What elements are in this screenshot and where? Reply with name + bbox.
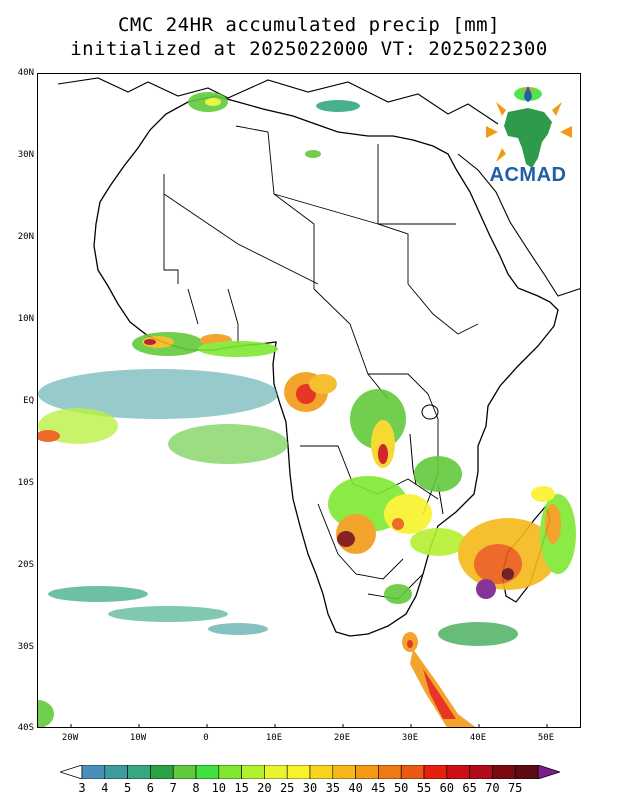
lat-label-eq: EQ bbox=[23, 396, 34, 406]
arabia-coastline bbox=[457, 153, 580, 297]
map-title: CMC 24HR accumulated precip [mm] bbox=[117, 14, 501, 36]
colorbar-swatch bbox=[332, 765, 356, 779]
lon-label-20e: 20E bbox=[333, 733, 351, 743]
colorbar bbox=[60, 765, 560, 779]
colorbar-tick-label: 35 bbox=[325, 781, 341, 795]
precip-map bbox=[38, 77, 580, 727]
africa-rain-logo-icon bbox=[486, 86, 572, 168]
colorbar-swatch bbox=[241, 765, 265, 779]
raindrop-icon bbox=[524, 86, 532, 102]
colorbar-swatch bbox=[264, 765, 288, 779]
colorbar-swatch bbox=[127, 765, 151, 779]
colorbar-tick-label: 5 bbox=[123, 781, 132, 795]
colorbar-tick-label: 3 bbox=[78, 781, 86, 795]
colorbar-swatch bbox=[400, 765, 425, 779]
colorbar-swatch bbox=[469, 765, 493, 779]
lon-label-10w: 10W bbox=[129, 733, 147, 743]
colorbar-tick-label: 20 bbox=[257, 781, 272, 795]
europe-coastline bbox=[57, 77, 499, 125]
colorbar-tick-label: 75 bbox=[507, 781, 523, 795]
africa-coastline bbox=[93, 95, 559, 637]
lon-label-50e: 50E bbox=[537, 733, 555, 743]
colorbar-tick-label: 45 bbox=[371, 781, 386, 795]
colorbar-swatch bbox=[423, 765, 448, 779]
colorbar-tick-label: 7 bbox=[169, 781, 177, 795]
africa-silhouette-icon bbox=[504, 108, 552, 168]
colorbar-tick-label: 30 bbox=[302, 781, 318, 795]
colorbar-low-arrow bbox=[60, 765, 83, 779]
colorbar-tick-label: 65 bbox=[462, 781, 477, 795]
precip-fields bbox=[38, 87, 576, 727]
colorbar-swatch bbox=[355, 765, 379, 779]
lat-label-10n: 10N bbox=[17, 314, 34, 324]
colorbar-swatch bbox=[492, 765, 516, 779]
colorbar-swatch bbox=[309, 765, 334, 779]
country-borders bbox=[163, 125, 479, 600]
lat-label-40s: 40S bbox=[17, 723, 34, 733]
colorbar-swatch bbox=[150, 765, 174, 779]
lat-label-30n: 30N bbox=[17, 150, 34, 160]
colorbar-tick-label: 4 bbox=[101, 781, 109, 795]
colorbar-swatch bbox=[172, 765, 197, 779]
colorbar-swatch bbox=[378, 765, 402, 779]
colorbar-tick-label: 6 bbox=[146, 781, 154, 795]
colorbar-tick-label: 70 bbox=[485, 781, 500, 795]
colorbar-swatch bbox=[81, 765, 106, 779]
lat-label-30s: 30S bbox=[17, 642, 34, 652]
colorbar-swatch bbox=[514, 765, 539, 779]
colorbar-swatch bbox=[446, 765, 470, 779]
lon-label-10e: 10E bbox=[265, 733, 283, 743]
lon-label-20w: 20W bbox=[61, 733, 79, 743]
colorbar-tick-label: 50 bbox=[393, 781, 409, 795]
map-panel bbox=[37, 73, 581, 728]
colorbar-swatch bbox=[286, 765, 311, 779]
lake-victoria bbox=[421, 404, 439, 420]
map-subtitle: initialized at 2025022000 VT: 2025022300 bbox=[70, 38, 548, 60]
sun-rays-icon bbox=[486, 88, 572, 162]
lat-label-10s: 10S bbox=[17, 478, 34, 488]
lon-label-40e: 40E bbox=[469, 733, 487, 743]
logo-text: ACMAD bbox=[489, 164, 567, 186]
colorbar-swatch bbox=[218, 765, 242, 779]
colorbar-tick-label: 40 bbox=[348, 781, 363, 795]
colorbar-tick-label: 10 bbox=[211, 781, 227, 795]
colorbar-tick-label: 25 bbox=[279, 781, 295, 795]
lat-label-20n: 20N bbox=[17, 232, 34, 242]
colorbar-swatch bbox=[195, 765, 220, 779]
colorbar-tick-label: 55 bbox=[416, 781, 432, 795]
colorbar-tick-label: 8 bbox=[192, 781, 200, 795]
colorbar-high-arrow bbox=[537, 765, 560, 779]
lat-label-20s: 20S bbox=[17, 560, 34, 570]
colorbar-tick-label: 60 bbox=[439, 781, 455, 795]
colorbar-tick-label: 15 bbox=[234, 781, 249, 795]
colorbar-swatch bbox=[104, 765, 128, 779]
lat-label-40n: 40N bbox=[17, 68, 34, 78]
axis-ticks bbox=[70, 724, 548, 727]
lon-label-30e: 30E bbox=[401, 733, 419, 743]
lon-label-0: 0 bbox=[203, 733, 209, 743]
